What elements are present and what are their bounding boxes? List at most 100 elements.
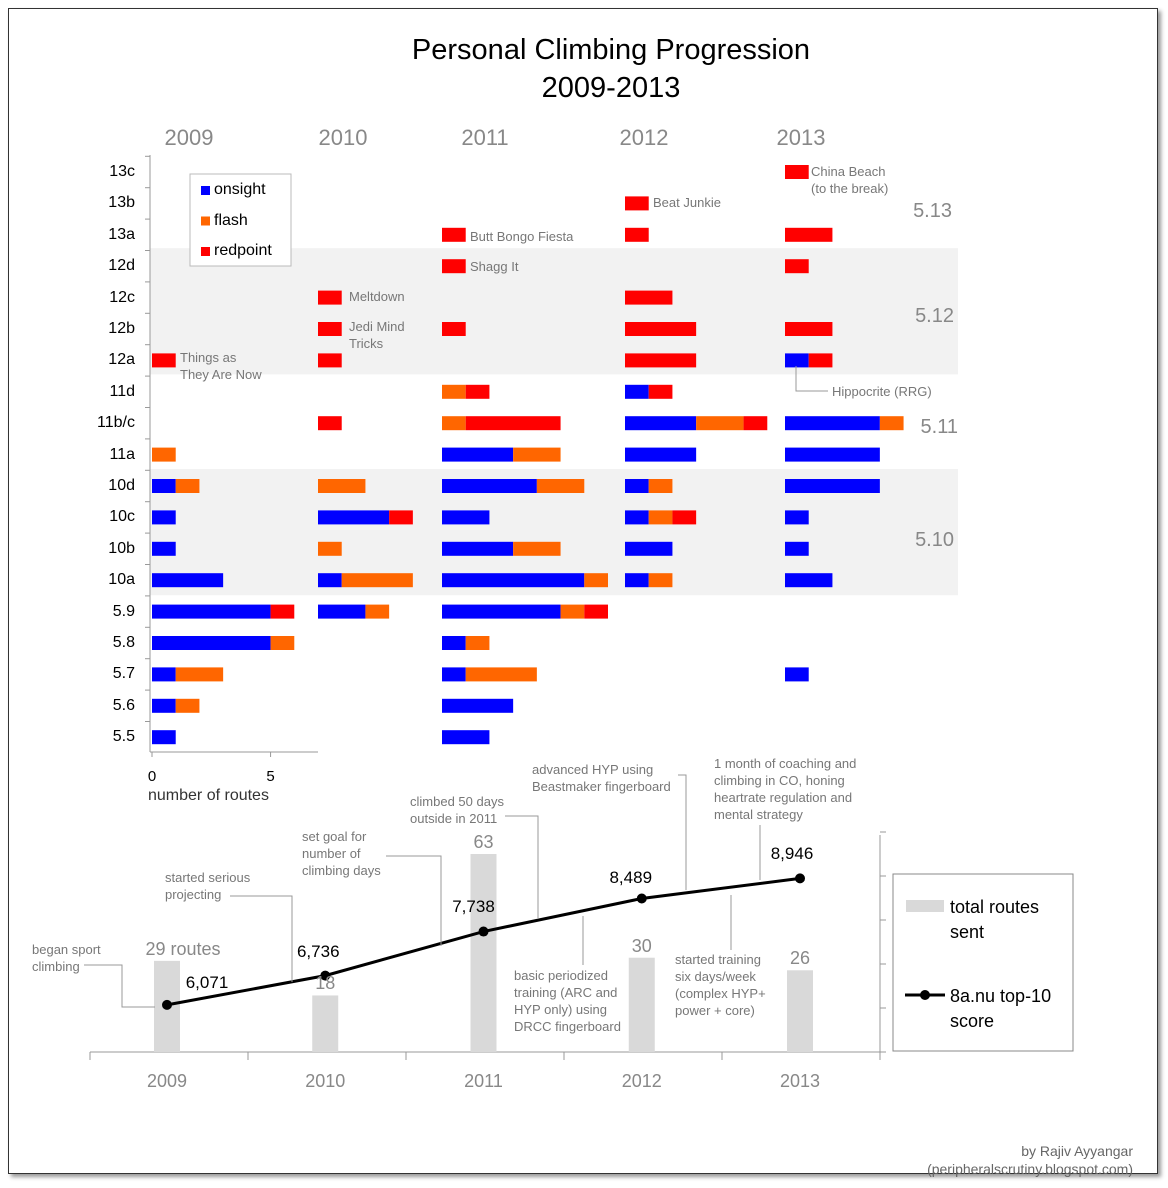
bar-value-label: 63 xyxy=(473,832,494,852)
bar-segment xyxy=(318,290,342,305)
bar-segment xyxy=(648,573,673,588)
bar-segment xyxy=(625,227,649,242)
bar-segment xyxy=(625,510,649,525)
bar-segment xyxy=(318,479,366,493)
x-tick-label: 0 xyxy=(147,768,157,785)
bar-segment xyxy=(318,573,342,588)
score-point xyxy=(795,873,805,884)
score-label: 8,489 xyxy=(609,868,653,888)
bar-segment xyxy=(318,604,366,619)
score-point xyxy=(636,893,647,904)
legend-label: 8a.nu top-10 score xyxy=(950,986,1052,1032)
route-annotation: Hippocrite (RRG) xyxy=(832,384,932,399)
x-tick-label: 2011 xyxy=(464,1071,503,1091)
y-tick-label: 5.7 xyxy=(112,665,135,683)
score-label: 6,736 xyxy=(296,941,340,961)
y-tick-label: 11d xyxy=(109,382,135,400)
bar-segment xyxy=(152,667,176,682)
y-tick-label: 5.8 xyxy=(112,634,135,651)
bar-segment xyxy=(465,416,561,431)
bar-segment xyxy=(785,259,809,274)
bar-segment xyxy=(175,479,200,493)
y-tick-label: 10b xyxy=(108,539,135,557)
grade-band xyxy=(150,248,958,375)
bar-segment xyxy=(152,698,176,713)
x-tick-label: 2009 xyxy=(146,1071,188,1091)
bar-segment xyxy=(536,479,585,493)
legend-swatch xyxy=(201,186,210,195)
score-point xyxy=(320,970,331,981)
bar-segment xyxy=(442,447,514,462)
bar-segment xyxy=(152,636,271,650)
y-tick-label: 10d xyxy=(108,477,135,494)
route-annotation: China Beach (to the break) xyxy=(811,164,889,196)
bar-segment xyxy=(625,290,673,305)
bar-segment xyxy=(743,416,768,431)
frame xyxy=(8,8,1158,1174)
bar-segment xyxy=(442,667,466,682)
bar-segment xyxy=(465,636,490,650)
y-tick-label: 13a xyxy=(108,225,135,243)
bar-segment xyxy=(648,384,673,399)
bar-segment xyxy=(625,196,649,211)
bar-segment xyxy=(625,384,649,399)
route-annotation: Jedi Mind Tricks xyxy=(349,319,405,351)
bar-segment xyxy=(625,479,649,493)
bar-segment xyxy=(785,447,880,462)
legend-swatch xyxy=(201,216,210,226)
bar-segment xyxy=(696,416,744,431)
milestone-annotation: began sport climbing xyxy=(32,942,101,975)
bar-segment xyxy=(175,667,224,682)
leader-line xyxy=(678,774,687,890)
bar-segment xyxy=(442,510,490,525)
band-label: 5.13 xyxy=(913,200,952,222)
bar-segment xyxy=(625,541,673,556)
bar-segment xyxy=(152,353,176,368)
bar-segment xyxy=(584,604,608,619)
legend-swatch xyxy=(906,900,944,912)
bar-segment xyxy=(625,447,697,462)
chart-title: Personal Climbing Progression 2009-2013 xyxy=(411,34,811,104)
legend-label: onsight xyxy=(214,181,266,198)
y-tick-label: 10c xyxy=(109,508,135,526)
score-label: 8,946 xyxy=(770,844,814,864)
bar-segment xyxy=(442,384,466,399)
bar-segment xyxy=(465,667,537,682)
bar-value-label: 30 xyxy=(631,935,652,956)
bar-segment xyxy=(365,604,390,619)
bar-segment xyxy=(442,259,466,274)
bar-segment xyxy=(442,322,466,336)
milestone-annotation: advanced HYP using Beastmaker fingerboar… xyxy=(532,762,671,795)
bar-segment xyxy=(625,322,697,336)
milestone-annotation: climbed 50 days outside in 2011 xyxy=(410,794,504,827)
milestone-annotation: set goal for number of climbing days xyxy=(302,829,381,879)
x-tick-label: 2010 xyxy=(305,1071,346,1091)
bar-segment xyxy=(648,510,673,525)
bar xyxy=(470,854,497,1052)
y-tick-label: 12d xyxy=(108,257,135,275)
milestone-annotation: basic periodized training (ARC and HYP o… xyxy=(514,968,621,1035)
bar-segment xyxy=(648,479,673,493)
score-label: 7,738 xyxy=(452,896,495,916)
bar-segment xyxy=(785,510,809,525)
milestone-annotation: started serious projecting xyxy=(165,870,251,903)
panel-label: 2010 xyxy=(318,125,368,150)
score-point xyxy=(162,999,172,1010)
bar-segment xyxy=(270,636,295,650)
bar-segment xyxy=(270,604,295,619)
bar-segment xyxy=(560,604,585,619)
y-tick-label: 13b xyxy=(108,194,135,212)
band-label: 5.11 xyxy=(920,416,958,438)
bar-segment xyxy=(152,604,271,619)
bar-segment xyxy=(513,447,561,462)
panel-label: 2011 xyxy=(461,125,509,150)
bar-segment xyxy=(442,636,466,650)
credit: by Rajiv Ayyangar (peripheralscrutiny.bl… xyxy=(927,1143,1134,1178)
bar-segment xyxy=(152,510,176,525)
bar-segment xyxy=(625,573,649,588)
bar-segment xyxy=(785,667,809,682)
bar-segment xyxy=(625,353,697,368)
y-tick-label: 11a xyxy=(109,445,135,463)
bar-segment xyxy=(442,573,585,588)
